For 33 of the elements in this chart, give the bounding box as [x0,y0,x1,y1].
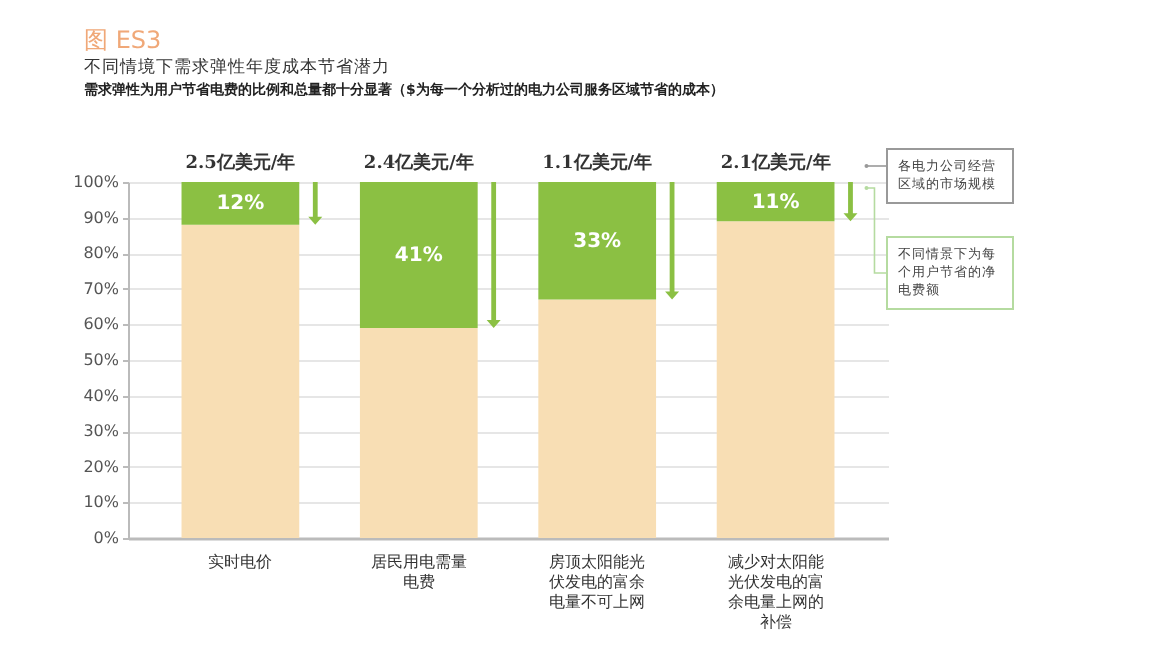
y-tick-label: 70% [83,279,120,298]
x-tick-label: 减少对太阳能光伏发电的富余电量上网的补偿 [727,553,824,631]
y-tick-label: 100% [73,173,120,191]
data-label: 12% [216,193,265,216]
x-tick-label: 居民用电需量电费 [370,553,467,591]
annotation: 2.5亿美元/年 [185,152,296,174]
x-tick-label: 房顶太阳能光伏发电的富余电量不可上网 [549,553,646,611]
bar [181,182,300,225]
x-tick-label: 实时电价 [208,553,273,571]
y-tick-label: 20% [83,457,120,476]
annotation: 2.4亿美元/年 [363,152,474,174]
y-tick-label: 0% [93,529,120,547]
annotation: 2.1亿美元/年 [720,152,831,174]
chart-title: 图 ES3 [84,24,162,57]
y-tick-label: 60% [83,315,120,334]
y-tick-label: 50% [83,351,120,369]
y-tick-label: 10% [83,493,120,512]
y-tick-label: 40% [83,386,120,405]
annotation: 1.1亿美元/年 [542,152,653,174]
y-tick-label: 30% [83,422,120,441]
bar [181,224,300,538]
y-tick-label: 90% [83,208,120,227]
data-label: 11% [751,191,800,214]
data-label: 33% [573,230,622,253]
bar [716,221,835,538]
bar [716,182,835,222]
bar [538,299,657,538]
data-label: 41% [394,244,443,267]
bar [359,327,478,538]
y-tick-label: 80% [83,244,120,263]
bar [359,182,478,328]
bar [538,182,657,300]
chart-subtitle: 不同情境下需求弹性年度成本节省潜力 [84,56,390,80]
